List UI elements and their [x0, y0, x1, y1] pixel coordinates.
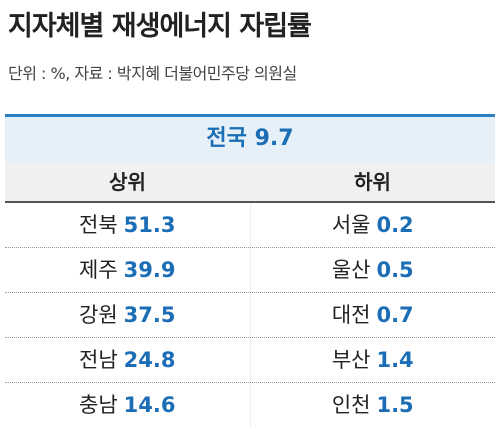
table-cell: 전북 51.3 [5, 203, 250, 247]
region-value: 24.8 [123, 348, 176, 372]
region-value: 51.3 [123, 213, 176, 237]
table-row: 전남 24.8 부산 1.4 [5, 338, 495, 383]
region-name: 전북 [79, 213, 118, 237]
table-cell: 부산 1.4 [249, 338, 496, 382]
region-name: 서울 [331, 213, 371, 237]
table-cell: 강원 37.5 [5, 293, 250, 337]
table-row: 제주 39.9 울산 0.5 [5, 248, 495, 293]
table-cell: 대전 0.7 [249, 293, 496, 337]
table-cell: 울산 0.5 [249, 248, 496, 292]
region-value: 0.2 [376, 213, 414, 237]
region-name: 전남 [79, 348, 118, 372]
region-name: 충남 [79, 393, 118, 417]
table-cell: 충남 14.6 [5, 383, 250, 427]
region-name: 강원 [79, 303, 118, 327]
column-header: 하위 [354, 170, 391, 194]
table-row: 전북 51.3 서울 0.2 [5, 203, 495, 248]
table-row: 충남 14.6 인천 1.5 [5, 383, 495, 427]
region-value: 1.4 [376, 348, 414, 372]
region-name: 대전 [331, 303, 371, 327]
national-value: 9.7 [254, 126, 294, 151]
title: 지자체별 재생에너지 자립률 [8, 11, 312, 42]
table-body: 전북 51.3 서울 0.2 제주 39.9 울산 0.5 강원 37.5 대전 0.7 전남 24.8 부… [5, 203, 495, 427]
national-label: 전국 [206, 126, 247, 151]
subtitle: 단위 : %, 자료 : 박지혜 더불어민주당 의원실 [8, 64, 297, 83]
region-value: 37.5 [123, 303, 176, 327]
table-cell: 전남 24.8 [5, 338, 250, 382]
table-row: 강원 37.5 대전 0.7 [5, 293, 495, 338]
region-name: 인천 [331, 393, 371, 417]
region-value: 0.7 [376, 303, 414, 327]
table-header: 상위 하위 [5, 163, 495, 203]
region-name: 울산 [331, 258, 371, 282]
region-value: 1.5 [376, 393, 414, 417]
region-name: 제주 [79, 258, 118, 282]
region-value: 14.6 [123, 393, 176, 417]
region-name: 부산 [331, 348, 371, 372]
region-value: 39.9 [123, 258, 176, 282]
region-value: 0.5 [376, 258, 414, 282]
national-row: 전국 9.7 [5, 114, 495, 163]
table-cell: 제주 39.9 [5, 248, 250, 292]
column-header: 상위 [109, 170, 146, 194]
table-cell: 인천 1.5 [249, 383, 496, 427]
table-cell: 서울 0.2 [249, 203, 496, 247]
